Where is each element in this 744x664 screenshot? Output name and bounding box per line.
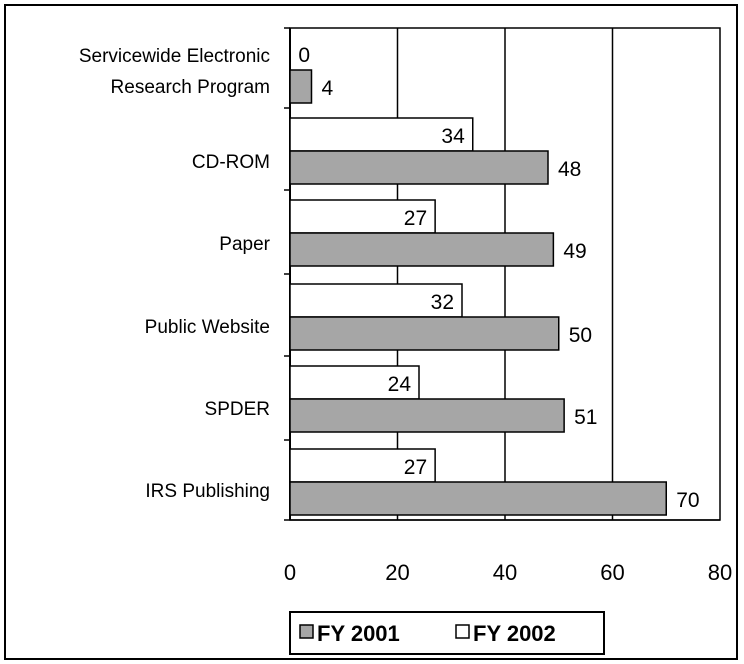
data-label-fy2002: 24 bbox=[388, 373, 412, 396]
x-tick-label: 20 bbox=[385, 560, 409, 585]
legend-swatch bbox=[299, 624, 314, 639]
bar-fy2001 bbox=[289, 150, 549, 185]
category-label: SPDER bbox=[205, 399, 270, 420]
bar-fy2001 bbox=[289, 232, 555, 267]
x-tick-label: 0 bbox=[284, 560, 296, 585]
data-label-fy2002: 27 bbox=[404, 456, 427, 479]
legend-box bbox=[289, 611, 605, 655]
bar-fy2001 bbox=[289, 69, 313, 104]
legend-label: FY 2001 bbox=[317, 621, 400, 646]
data-label-fy2002: 0 bbox=[298, 44, 310, 67]
bar-fy2002 bbox=[289, 448, 436, 483]
data-label-fy2001: 49 bbox=[563, 240, 586, 263]
category-label: IRS Publishing bbox=[145, 481, 270, 502]
x-tick-label: 60 bbox=[600, 560, 624, 585]
x-tick-label: 40 bbox=[493, 560, 517, 585]
category-label: CD-ROM bbox=[192, 152, 270, 173]
data-label-fy2001: 51 bbox=[574, 406, 597, 429]
bar-fy2001 bbox=[289, 481, 667, 516]
category-label: Public Website bbox=[145, 317, 270, 338]
data-label-fy2001: 70 bbox=[676, 489, 699, 512]
bar-fy2002 bbox=[289, 199, 436, 234]
data-label-fy2002: 27 bbox=[404, 207, 427, 230]
data-label-fy2002: 34 bbox=[441, 125, 465, 148]
category-label: Servicewide Electronic bbox=[79, 46, 270, 67]
x-tick-label: 80 bbox=[708, 560, 732, 585]
data-label-fy2001: 48 bbox=[558, 158, 581, 181]
data-label-fy2002: 32 bbox=[431, 291, 454, 314]
category-label: Paper bbox=[219, 234, 270, 255]
data-label-fy2001: 4 bbox=[322, 77, 334, 100]
legend-swatch bbox=[455, 624, 470, 639]
data-label-fy2001: 50 bbox=[569, 324, 592, 347]
bar-fy2001 bbox=[289, 398, 565, 433]
legend: FY 2001 FY 2002 bbox=[289, 611, 605, 655]
bar-fy2001 bbox=[289, 316, 560, 351]
legend-label: FY 2002 bbox=[473, 621, 556, 646]
category-label: Research Program bbox=[111, 77, 270, 98]
